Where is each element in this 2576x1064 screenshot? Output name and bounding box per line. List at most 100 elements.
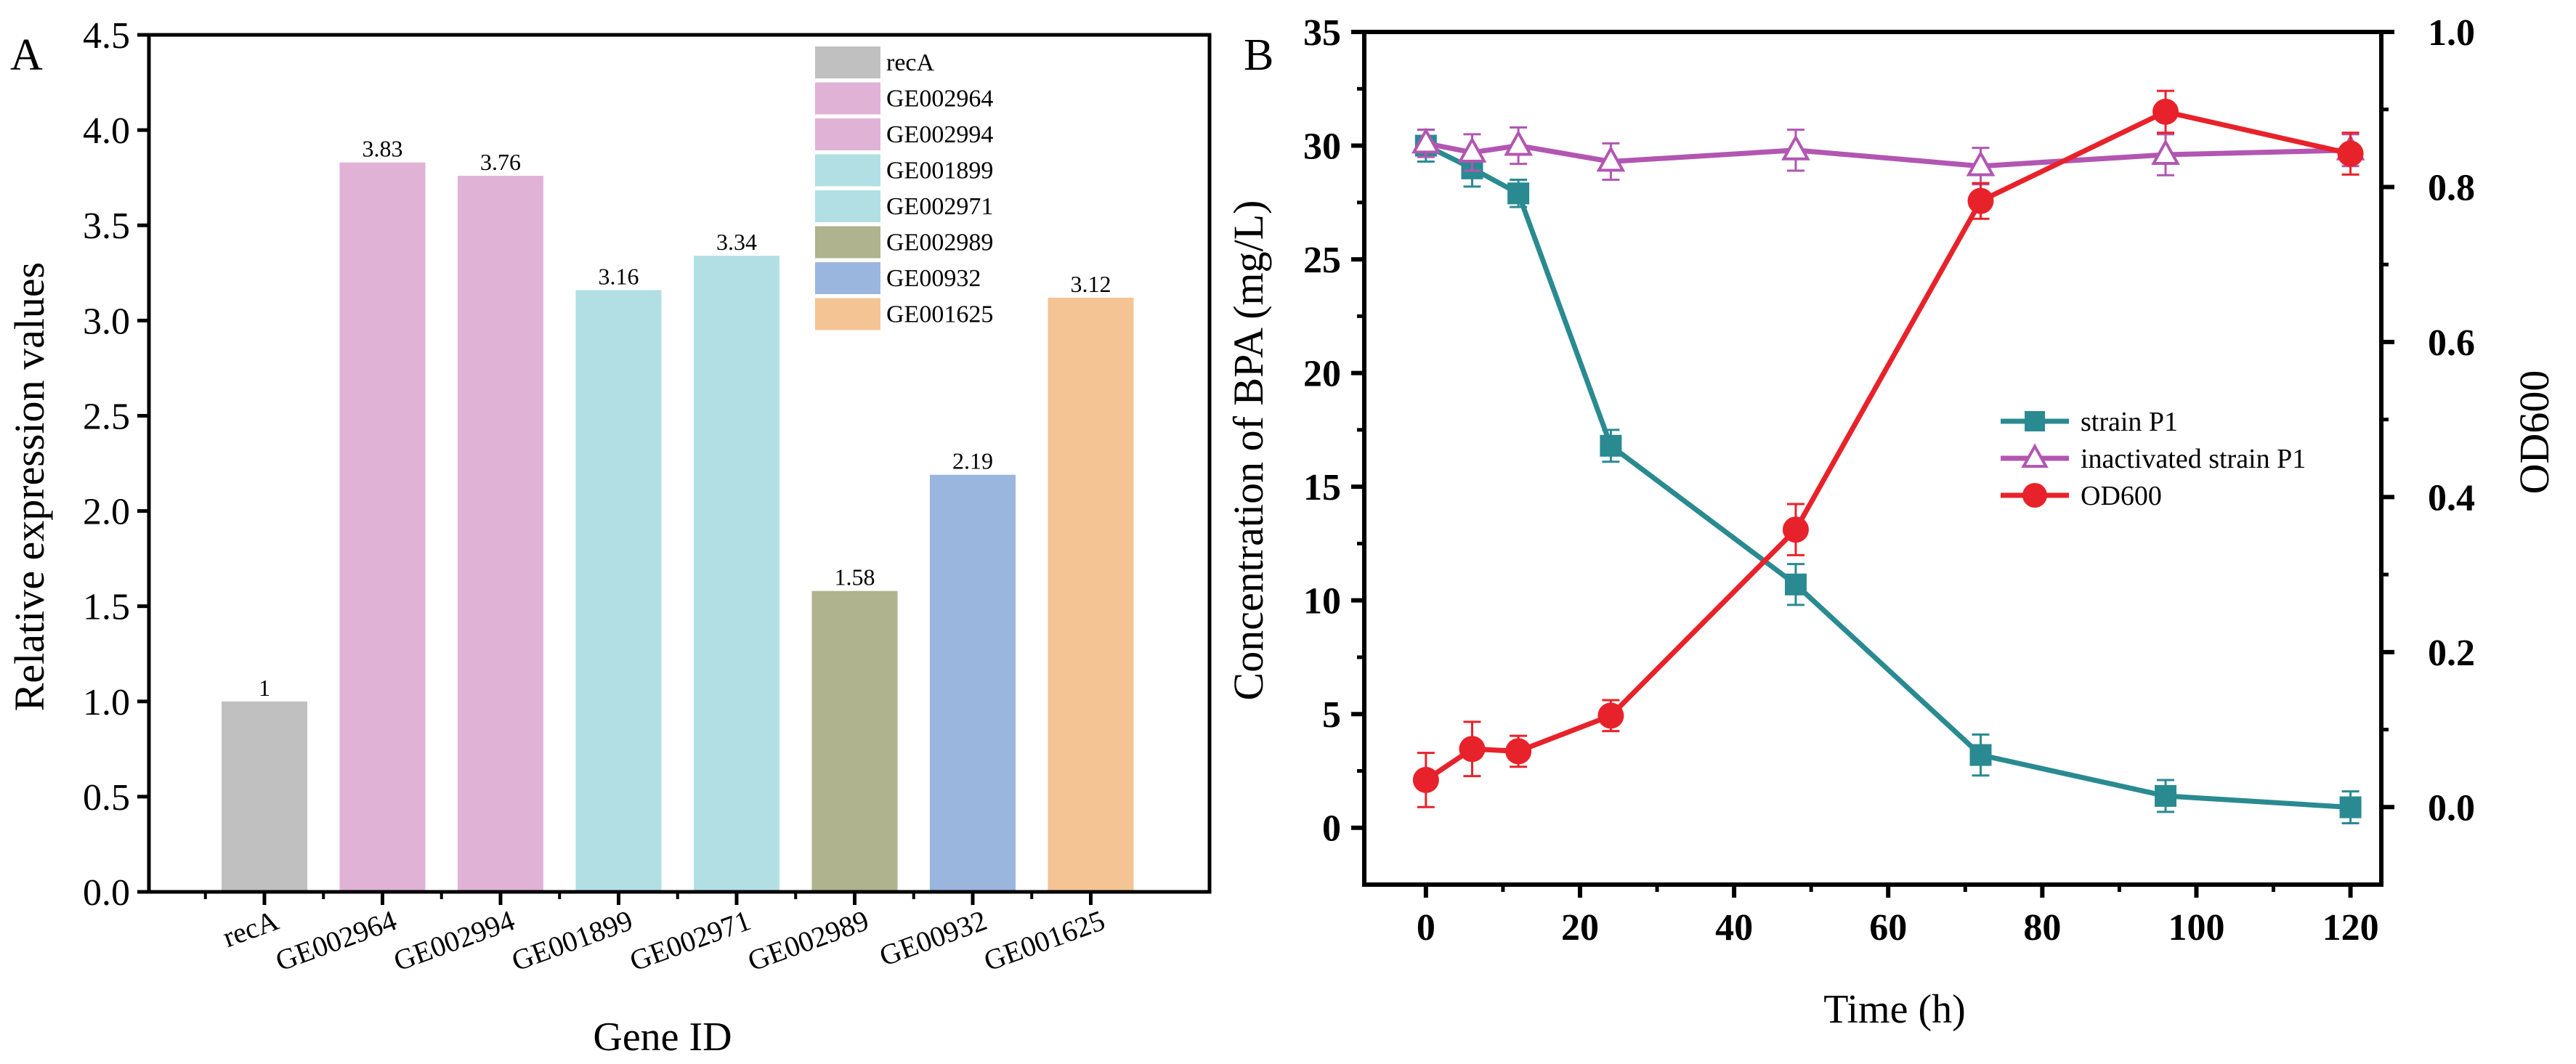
legend-label-a: GE002964: [886, 86, 993, 113]
data-point: [1411, 127, 1441, 154]
x-tick-label-a: GE001899: [507, 903, 636, 978]
y2-tick-label-b: 0.8: [2428, 167, 2475, 208]
bar-value-label: 2.19: [952, 448, 993, 474]
x-tick-label-b: 40: [1715, 907, 1753, 949]
bar-value-label: 3.83: [362, 136, 403, 162]
y-tick-label-a: 1.5: [83, 587, 130, 628]
x-axis-title-a: Gene ID: [593, 1015, 732, 1060]
bar-value-label: 1.58: [835, 564, 875, 590]
bar-GE001899: [575, 290, 662, 892]
legend-label-a: recA: [886, 49, 935, 76]
bar-value-label: 3.34: [716, 229, 757, 255]
y-tick-label-a: 0.0: [83, 872, 130, 914]
y2-axis-title-b: OD600: [2511, 370, 2558, 495]
y-tick-label-b: 0: [1322, 808, 1341, 850]
series-inactivated-strain-p1: [1411, 126, 2365, 186]
bar-GE002964: [339, 162, 426, 892]
y2-tick-label-b: 0.6: [2428, 322, 2475, 364]
data-point: [1457, 137, 1487, 163]
y2-tick-label-b: 0.0: [2428, 787, 2475, 829]
legend-marker-b: [2025, 411, 2045, 431]
x-tick-label-a: GE002994: [389, 903, 519, 978]
y-tick-label-b: 10: [1303, 581, 1341, 622]
legend-swatch-a: [815, 298, 880, 330]
y-tick-label-a: 0.5: [83, 777, 130, 819]
data-point: [1969, 744, 1992, 766]
data-point: [2155, 784, 2177, 807]
legend-label-a: GE001899: [886, 158, 993, 184]
x-tick-label-b: 0: [1417, 907, 1435, 949]
bar-GE002989: [811, 590, 898, 892]
x-axis-title-b: Time (h): [1823, 987, 1966, 1032]
series-strain-p1: [1414, 129, 2362, 824]
y-tick-label-a: 3.5: [83, 206, 130, 247]
x-tick-label-b: 20: [1561, 907, 1599, 949]
legend-swatch-a: [815, 118, 880, 150]
legend-swatch-a: [815, 226, 880, 259]
x-tick-label-a: GE002971: [625, 903, 755, 978]
x-tick-label-b: 60: [1869, 907, 1907, 949]
bar-value-label: 3.76: [480, 149, 521, 175]
panel-a: A 1 3.83 3.76 3.16 3.34 1.58 2.19 3.12 0.0 0.5 1.…: [6, 15, 1212, 1060]
x-tick-label-a: GE002989: [743, 903, 872, 978]
data-point: [1412, 766, 1439, 793]
legend-marker-b: [2021, 443, 2049, 468]
data-point: [2151, 139, 2180, 166]
legend-label-b: inactivated strain P1: [2081, 444, 2306, 474]
panel-label-b: B: [1244, 31, 1273, 80]
data-point: [1597, 702, 1624, 729]
y-tick-label-a: 2.5: [83, 396, 130, 437]
y-tick-label-b: 30: [1303, 126, 1341, 168]
legend-label-a: GE002989: [886, 230, 993, 256]
x-tick-label-b: 120: [2322, 907, 2379, 949]
data-point: [1596, 145, 1626, 172]
legend-swatch-a: [815, 82, 880, 115]
bar-GE002971: [694, 256, 779, 893]
x-tick-label-a: GE00932: [875, 903, 991, 972]
legend-swatch-a: [815, 262, 880, 294]
x-tick-label-b: 80: [2023, 907, 2061, 949]
y-axis-title-b: Concentration of BPA (mg/L): [1225, 200, 1272, 701]
y-tick-label-b: 5: [1322, 694, 1341, 736]
x-tick-label-a: GE001625: [979, 903, 1109, 978]
data-point: [1504, 129, 1534, 156]
legend-label-a: GE001625: [886, 301, 993, 328]
y-axis-title-a: Relative expression values: [6, 262, 53, 712]
y-tick-label-b: 35: [1303, 12, 1341, 54]
plot-frame-b: [1362, 30, 2383, 887]
data-point: [2152, 98, 2179, 125]
legend-label-a: GE002971: [886, 193, 993, 220]
panel-label-a: A: [10, 31, 43, 80]
legend-label-a: GE00932: [886, 265, 981, 292]
plot-frame-a: [147, 33, 1212, 894]
series-line: [1425, 143, 2351, 811]
y-tick-label-a: 2.0: [83, 492, 130, 533]
bar-GE00932: [930, 474, 1016, 892]
data-point: [1784, 573, 1807, 596]
bar-value-label: 3.16: [599, 263, 639, 289]
series-line: [1425, 140, 2351, 169]
data-point: [1507, 182, 1530, 205]
legend-label-a: GE002994: [886, 121, 993, 148]
y2-tick-label-b: 1.0: [2428, 12, 2475, 54]
data-point: [1782, 516, 1809, 543]
panel-b: B 0 5 10 15 20 25 30 35 0.0 0.2 0.4 0.6 0.8 1.0 0 20 40 6…: [1225, 12, 2558, 1032]
bar-GE001625: [1048, 297, 1134, 892]
bar-value-label: 1: [259, 675, 270, 701]
x-tick-label-a: GE002964: [271, 903, 400, 978]
legend-marker-b: [2022, 483, 2047, 508]
y-tick-label-b: 25: [1303, 240, 1341, 281]
y-tick-label-a: 3.0: [83, 301, 130, 342]
data-point: [2337, 140, 2364, 167]
legend-swatch-a: [815, 154, 880, 187]
bar-value-label: 3.12: [1071, 271, 1111, 297]
legend-swatch-a: [815, 46, 880, 78]
y-tick-label-a: 4.5: [83, 15, 130, 57]
legend-label-b: OD600: [2081, 481, 2162, 511]
bar-GE002994: [458, 176, 543, 893]
y-tick-label-b: 15: [1303, 467, 1341, 508]
bar-recA: [222, 701, 307, 892]
data-point: [1781, 134, 1810, 161]
data-point: [1600, 434, 1622, 457]
